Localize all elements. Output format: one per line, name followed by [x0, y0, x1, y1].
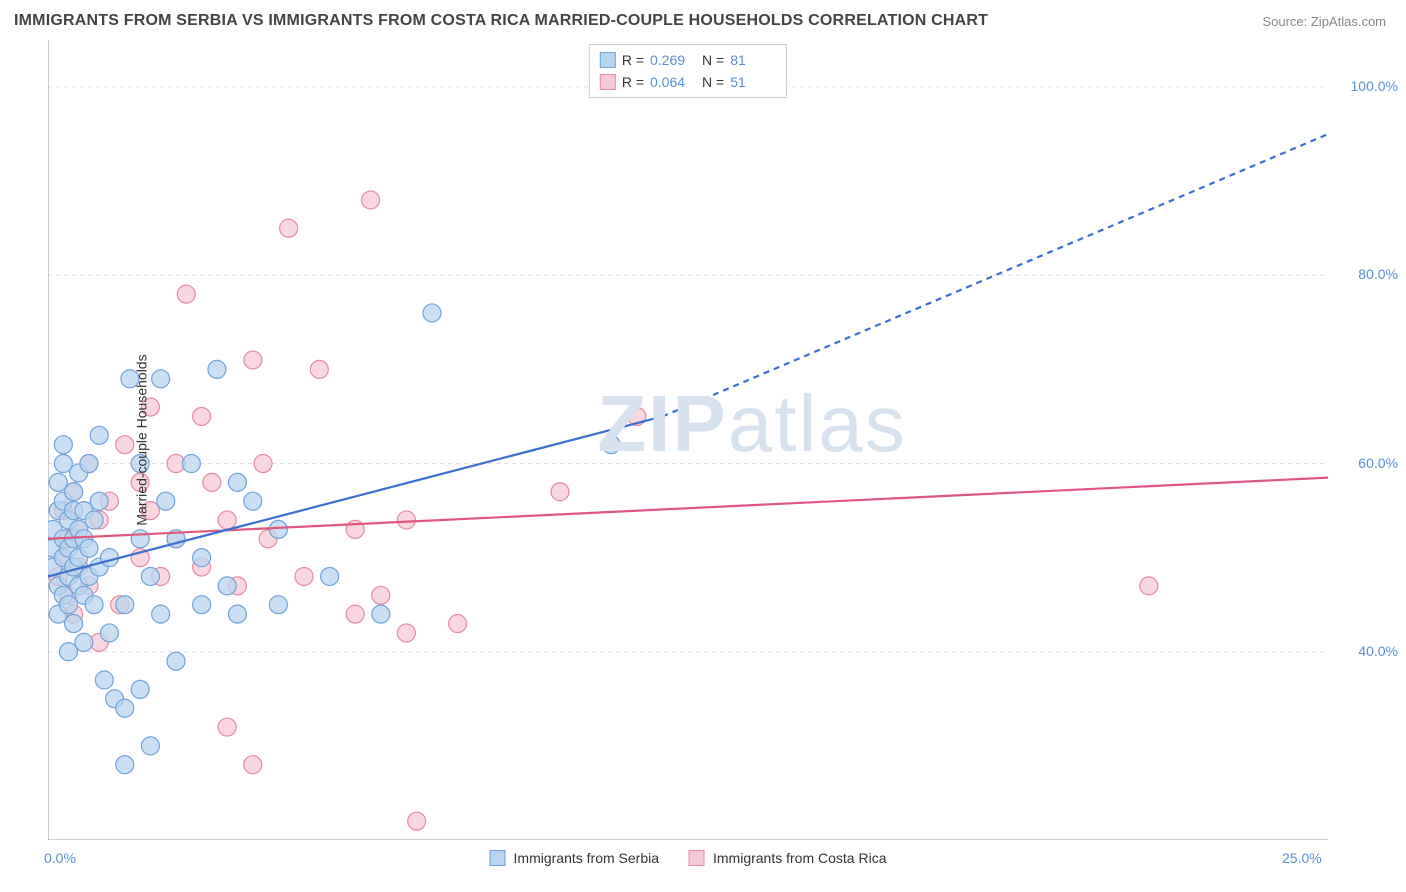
series-legend: Immigrants from Serbia Immigrants from C… [490, 850, 887, 866]
chart-title: IMMIGRANTS FROM SERBIA VS IMMIGRANTS FRO… [14, 12, 988, 30]
source-attribution: Source: ZipAtlas.com [1262, 14, 1386, 29]
y-axis-label: Married-couple Households [134, 354, 150, 525]
r-label: R = [622, 74, 644, 90]
y-tick-label: 40.0% [1338, 643, 1398, 659]
n-label: N = [702, 74, 724, 90]
n-value-costarica: 51 [730, 74, 776, 90]
r-label: R = [622, 52, 644, 68]
series-name-costarica: Immigrants from Costa Rica [713, 850, 886, 866]
chart-plot-area: Married-couple Households ZIPatlas R = 0… [48, 40, 1328, 840]
r-value-serbia: 0.269 [650, 52, 696, 68]
swatch-costarica [600, 74, 616, 90]
y-tick-label: 80.0% [1338, 266, 1398, 282]
swatch-serbia [490, 850, 506, 866]
correlation-legend: R = 0.269 N = 81 R = 0.064 N = 51 [589, 44, 787, 98]
n-value-serbia: 81 [730, 52, 776, 68]
x-tick-label: 0.0% [44, 850, 76, 866]
legend-item-serbia: Immigrants from Serbia [490, 850, 659, 866]
swatch-costarica [689, 850, 705, 866]
y-tick-label: 100.0% [1338, 78, 1398, 94]
swatch-serbia [600, 52, 616, 68]
chart-svg [48, 40, 1328, 840]
legend-row-costarica: R = 0.064 N = 51 [600, 71, 776, 93]
x-tick-label: 25.0% [1282, 850, 1322, 866]
n-label: N = [702, 52, 724, 68]
y-tick-label: 60.0% [1338, 455, 1398, 471]
series-name-serbia: Immigrants from Serbia [514, 850, 659, 866]
legend-item-costarica: Immigrants from Costa Rica [689, 850, 886, 866]
legend-row-serbia: R = 0.269 N = 81 [600, 49, 776, 71]
r-value-costarica: 0.064 [650, 74, 696, 90]
